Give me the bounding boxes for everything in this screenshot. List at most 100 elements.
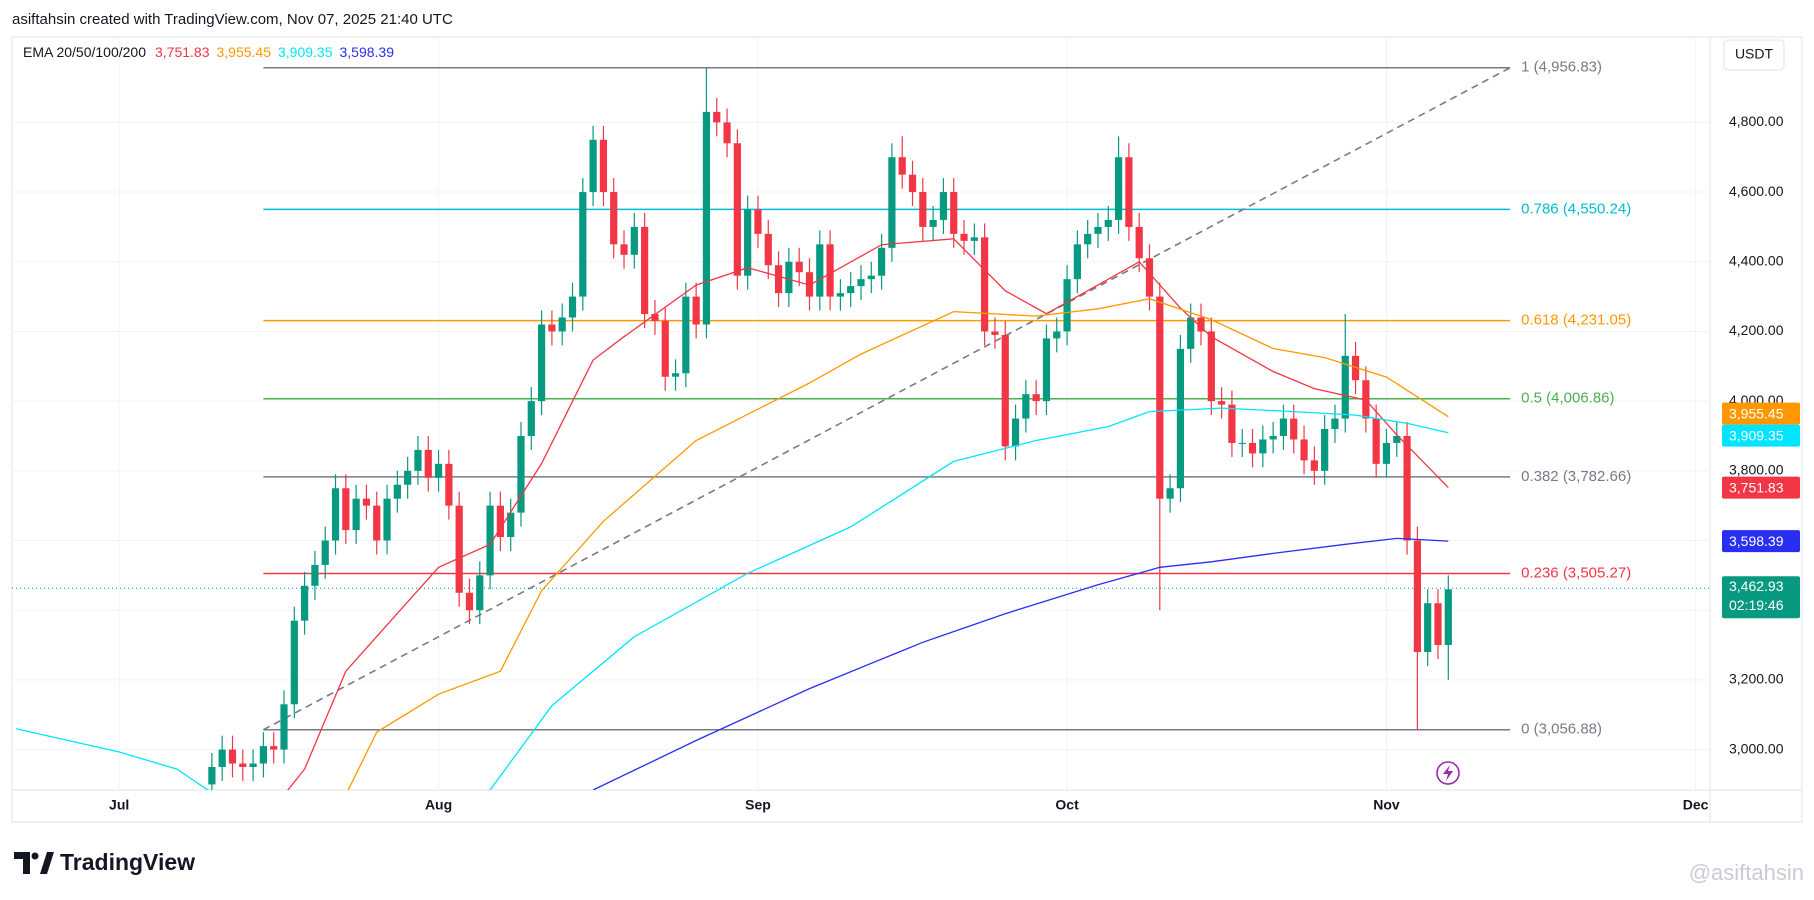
candle-body <box>1125 157 1133 227</box>
candle-body <box>1176 348 1185 489</box>
candle-body <box>486 505 494 576</box>
logo <box>14 852 54 874</box>
candle-body <box>991 331 999 335</box>
candle-body <box>1269 435 1277 440</box>
candle-body <box>641 226 649 315</box>
candle-body <box>1228 404 1236 443</box>
legend-value: 3,955.45 <box>217 44 272 60</box>
candle-body <box>692 296 700 325</box>
candle-body <box>599 139 608 193</box>
candle-body <box>929 219 937 227</box>
candle-body <box>270 746 278 750</box>
candle-body <box>682 296 690 374</box>
candle-body <box>1166 488 1174 499</box>
x-tick-label: Jul <box>109 797 129 813</box>
fib-label: 0.786 (4,550.24) <box>1521 200 1631 217</box>
candle-body <box>651 314 659 321</box>
chart-frame <box>11 36 1803 823</box>
countdown: 02:19:46 <box>1729 597 1784 613</box>
fib-label: 0 (3,056.88) <box>1521 721 1602 738</box>
candle-body <box>1042 338 1051 402</box>
candle-body <box>527 401 535 436</box>
candle-body <box>1362 380 1370 419</box>
header: asiftahsin created with TradingView.com,… <box>12 11 453 28</box>
y-tick-label: 4,400.00 <box>1729 252 1784 268</box>
logo-mark <box>14 852 30 874</box>
candle-body <box>352 498 360 531</box>
x-tick-label: Oct <box>1055 797 1079 813</box>
candle-body <box>373 505 381 541</box>
candle-body <box>1218 401 1226 405</box>
candle-body <box>1156 296 1164 499</box>
candle-body <box>816 244 824 297</box>
candle-body <box>1248 442 1257 454</box>
candle-body <box>981 237 989 332</box>
legend-value: 3,909.35 <box>278 44 333 60</box>
candle-body <box>249 763 257 768</box>
candle-body <box>414 449 422 471</box>
candle-body <box>1331 418 1339 430</box>
candle-body <box>321 540 329 565</box>
price-tag <box>1722 530 1800 553</box>
candle-body <box>507 512 515 538</box>
candle-body <box>589 139 597 193</box>
y-tick-label: 4,800.00 <box>1729 113 1784 129</box>
candle-body <box>774 265 783 294</box>
candle-body <box>1084 233 1092 245</box>
candle-body <box>630 226 638 255</box>
candle-body <box>919 192 927 227</box>
candle-body <box>970 237 978 241</box>
candle-body <box>795 261 803 273</box>
price-tag-label: 3,751.83 <box>1729 479 1784 495</box>
candle-body <box>280 704 288 750</box>
candle-body <box>424 449 432 478</box>
candle-body <box>1310 460 1318 471</box>
y-tick-label: 3,800.00 <box>1729 462 1784 478</box>
plot-area <box>12 37 1710 790</box>
candle-body <box>764 233 772 266</box>
candle-body <box>558 317 566 332</box>
candle-body <box>960 233 968 241</box>
candle-body <box>1413 540 1421 653</box>
candle-body <box>1434 603 1442 646</box>
candle-body <box>1001 334 1009 447</box>
candle-body <box>568 296 577 318</box>
price-tag <box>1722 402 1800 425</box>
candle-body <box>1238 442 1246 444</box>
fib-label: 0.236 (3,505.27) <box>1521 564 1631 581</box>
candle-body <box>548 324 556 332</box>
candle-body <box>867 275 875 280</box>
overlay: 3,000.003,200.003,400.003,600.003,800.00… <box>23 44 1800 813</box>
candle-body <box>496 505 504 538</box>
candle-body <box>383 498 391 541</box>
candle-body <box>517 435 525 513</box>
candle-body <box>1145 258 1154 297</box>
y-tick-label: 3,000.00 <box>1729 740 1784 756</box>
alert-bolt <box>1443 765 1453 781</box>
candle-body <box>218 749 226 768</box>
candle-body <box>290 620 298 705</box>
candle-body <box>445 463 453 506</box>
candle-body <box>342 488 350 531</box>
logo-slash <box>40 852 54 874</box>
fib-label: 0.5 (4,006.86) <box>1521 390 1614 407</box>
currency-box[interactable] <box>1723 39 1785 71</box>
candle-body <box>847 286 855 294</box>
candle-body <box>908 174 917 193</box>
candle-body <box>1382 442 1391 464</box>
x-tick-label: Aug <box>425 797 452 813</box>
x-tick-label: Dec <box>1683 797 1709 813</box>
candle-body <box>434 463 443 478</box>
candle-body <box>455 505 463 593</box>
alert-icon[interactable] <box>1436 761 1460 785</box>
candle-body <box>898 157 906 175</box>
candle-body <box>301 585 309 621</box>
candle-body <box>1259 439 1267 454</box>
candle-body <box>610 192 618 245</box>
candle-body <box>754 209 762 234</box>
price-tag-label: 3,909.35 <box>1729 427 1784 443</box>
candle-body <box>950 192 958 234</box>
ema-line <box>15 407 1449 790</box>
